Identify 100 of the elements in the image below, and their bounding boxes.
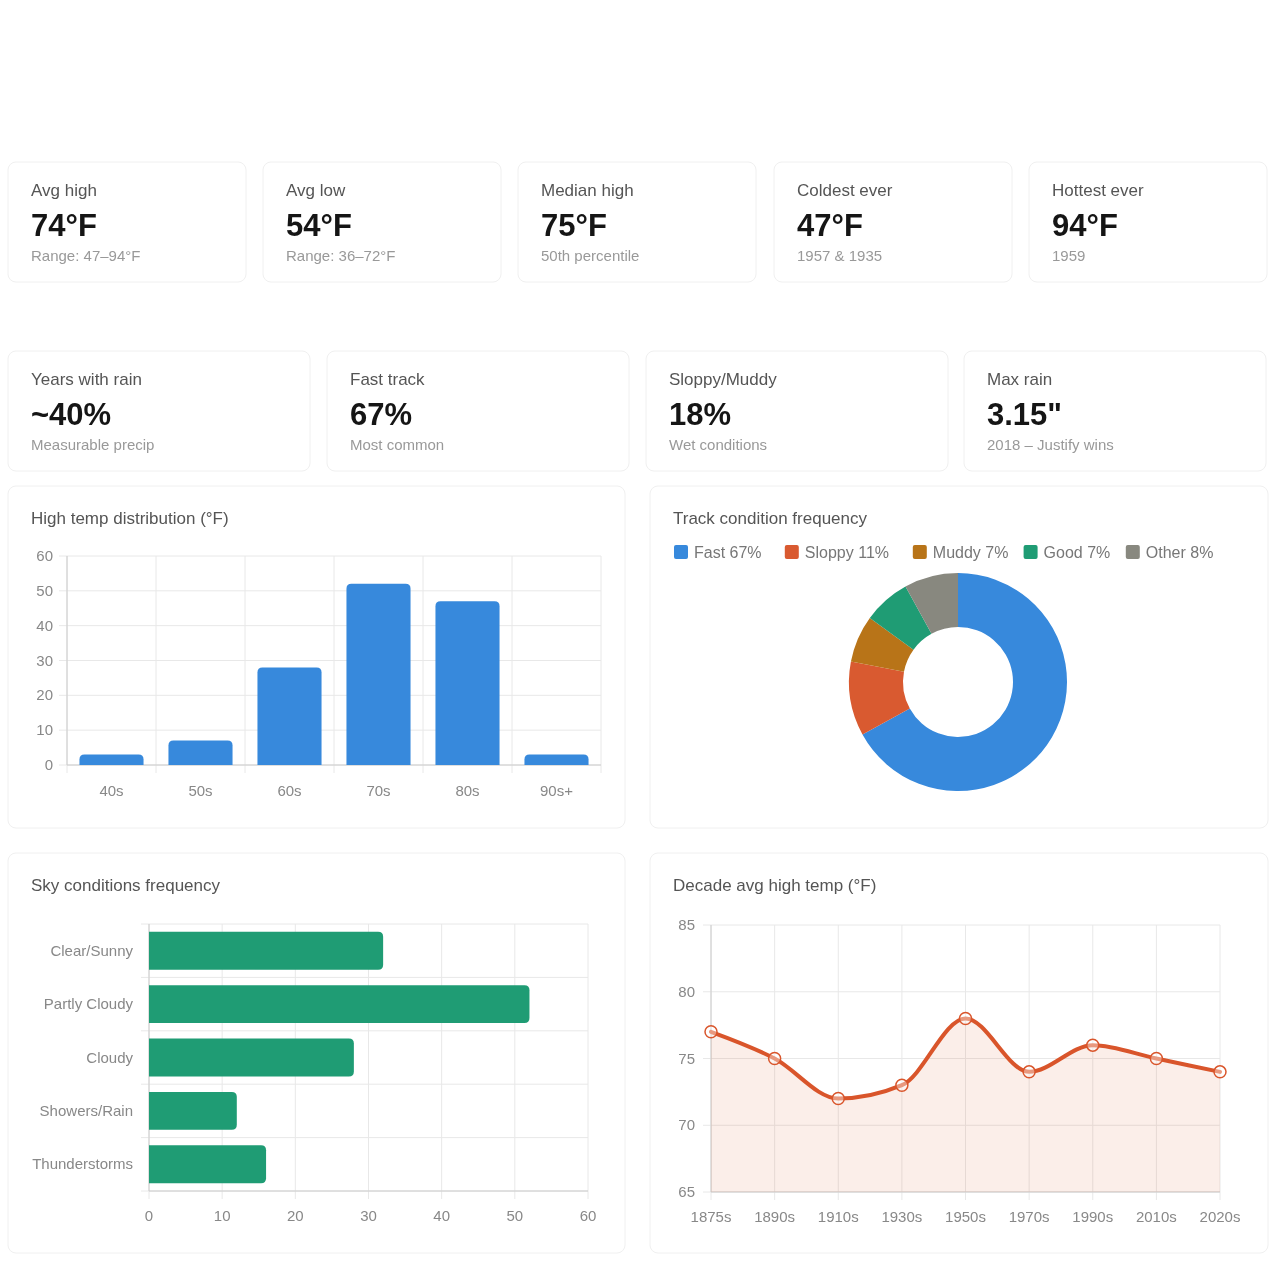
text: 2018 – Justify wins (987, 436, 1114, 453)
text: 75°F (541, 208, 607, 243)
text: Median high (541, 181, 634, 200)
x-tick-label: 60s (277, 782, 302, 799)
y-tick-label: 40 (36, 616, 53, 634)
bar (149, 931, 384, 970)
bar (149, 985, 530, 1024)
text: 54°F (286, 208, 352, 243)
text: 94°F (1052, 208, 1118, 243)
y-tick-label: 70 (678, 1116, 695, 1134)
point (767, 1051, 782, 1066)
y-tick-label: Clear/Sunny (50, 941, 134, 959)
legend-label: Other 8% (1145, 544, 1214, 561)
text: 47°F (797, 208, 863, 243)
text: 3.15" (987, 397, 1063, 432)
text: 50th percentile (541, 247, 640, 264)
bar (346, 583, 411, 765)
y-tick-label: 65 (678, 1183, 695, 1200)
text: Sloppy/Muddy (669, 370, 778, 389)
x-tick-label: 2010s (1135, 1208, 1177, 1225)
y-tick-label: 80 (678, 982, 695, 1000)
bar (79, 754, 144, 765)
donut-slice (862, 573, 1067, 791)
donut-slice (905, 573, 958, 634)
x-tick-label: 40s (99, 782, 124, 799)
text: Avg high (31, 181, 97, 200)
donut-slice (869, 586, 932, 650)
x-tick-label: 1875s (690, 1208, 732, 1225)
bar (149, 1145, 267, 1184)
y-tick-label: 30 (36, 651, 53, 669)
point (1213, 1065, 1227, 1079)
x-tick-label: 0 (144, 1207, 154, 1224)
point (1022, 1065, 1036, 1079)
x-tick-label: 80s (455, 782, 480, 799)
text: ~40% (31, 397, 112, 432)
y-tick-label: 50 (36, 581, 53, 599)
text: Years with rain (31, 370, 142, 389)
legend-label: Muddy 7% (932, 544, 1009, 561)
text: Coldest ever (797, 181, 893, 200)
y-tick-label: 0 (44, 756, 53, 773)
bar (149, 1091, 237, 1130)
text: Range: 36–72°F (286, 247, 396, 264)
x-tick-label: 50s (188, 782, 213, 799)
y-tick-label: Partly Cloudy (43, 995, 134, 1013)
text: Range: 47–94°F (31, 247, 141, 264)
chart-title: High temp distribution (°F) (31, 509, 229, 528)
x-tick-label: 1970s (1008, 1208, 1050, 1225)
x-tick-label: 1890s (754, 1208, 796, 1225)
point (831, 1091, 845, 1106)
y-tick-label: Cloudy (86, 1048, 134, 1066)
text: Max rain (987, 370, 1053, 389)
point (1086, 1038, 1100, 1052)
text: 74°F (31, 208, 97, 243)
text: Hottest ever (1052, 181, 1144, 200)
point (704, 1025, 718, 1039)
text: Wet conditions (669, 436, 768, 453)
y-tick-label: Showers/Rain (39, 1101, 133, 1119)
x-tick-label: 60 (579, 1207, 597, 1224)
x-tick-label: 40 (433, 1207, 451, 1224)
point (895, 1078, 909, 1092)
legend-label: Good 7% (1043, 544, 1111, 561)
bar (257, 667, 322, 765)
y-tick-label: Thunderstorms (32, 1155, 133, 1173)
bar (435, 601, 500, 765)
chart-title: Sky conditions frequency (31, 876, 221, 895)
bar (168, 740, 233, 765)
x-tick-label: 1950s (945, 1208, 986, 1225)
x-tick-label: 2020s (1199, 1208, 1241, 1225)
x-tick-label: 10 (213, 1207, 231, 1224)
x-tick-label: 90s+ (540, 782, 574, 799)
y-tick-label: 20 (36, 686, 53, 704)
x-tick-label: 50 (506, 1207, 524, 1224)
y-tick-label: 85 (678, 916, 695, 933)
text: 18% (669, 397, 732, 432)
y-tick-label: 10 (36, 721, 53, 739)
bar (524, 754, 589, 765)
text: Most common (350, 436, 445, 453)
text: Avg low (286, 181, 346, 200)
text: Measurable precip (31, 436, 155, 453)
text: Fast track (350, 370, 426, 389)
legend-label: Fast 67% (694, 544, 762, 561)
x-tick-label: 1930s (881, 1208, 923, 1225)
x-tick-label: 20 (286, 1207, 304, 1224)
x-tick-label: 70s (366, 782, 391, 799)
text: 1957 & 1935 (797, 247, 883, 264)
y-tick-label: 60 (36, 547, 53, 564)
donut-slice (849, 661, 910, 735)
point (958, 1011, 973, 1026)
bar (149, 1038, 354, 1077)
point (1149, 1051, 1164, 1066)
donut-slice (850, 617, 914, 672)
x-tick-label: 1990s (1072, 1208, 1114, 1225)
text: 67% (350, 397, 413, 432)
legend-label: Sloppy 11% (804, 544, 889, 561)
chart-title: Decade avg high temp (°F) (673, 876, 877, 895)
x-tick-label: 30 (360, 1207, 377, 1224)
x-tick-label: 1910s (817, 1208, 859, 1225)
chart-title: Track condition frequency (673, 509, 868, 528)
text: 1959 (1052, 247, 1086, 264)
y-tick-label: 75 (678, 1049, 695, 1067)
